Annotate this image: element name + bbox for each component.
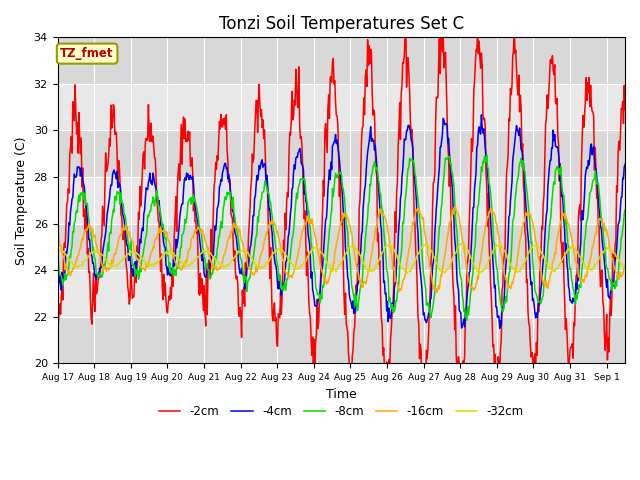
Text: TZ_fmet: TZ_fmet: [60, 47, 114, 60]
Legend: -2cm, -4cm, -8cm, -16cm, -32cm: -2cm, -4cm, -8cm, -16cm, -32cm: [154, 400, 528, 423]
-32cm: [54, 247, 61, 252]
-8cm: [483, 152, 491, 158]
-16cm: [452, 204, 460, 209]
-2cm: [56, 301, 63, 307]
-8cm: [56, 272, 63, 278]
-32cm: [458, 241, 465, 247]
-2cm: [317, 262, 325, 267]
-16cm: [54, 229, 61, 235]
Bar: [58, 317, 625, 363]
-32cm: [476, 270, 484, 276]
-32cm: [296, 265, 303, 271]
Line: -2cm: -2cm: [58, 18, 625, 405]
-32cm: [403, 270, 410, 276]
Line: -32cm: -32cm: [58, 244, 625, 273]
-32cm: [317, 250, 325, 255]
-4cm: [474, 128, 482, 133]
-32cm: [462, 246, 470, 252]
-8cm: [54, 257, 61, 263]
Bar: [58, 224, 625, 270]
-16cm: [621, 263, 629, 269]
-2cm: [476, 55, 484, 60]
Bar: [58, 177, 625, 224]
-4cm: [133, 259, 141, 265]
-8cm: [463, 317, 471, 323]
-4cm: [296, 146, 303, 152]
-32cm: [621, 265, 629, 271]
-8cm: [296, 180, 303, 186]
-2cm: [462, 317, 470, 323]
Line: -4cm: -4cm: [58, 115, 625, 328]
-16cm: [462, 259, 470, 265]
-16cm: [133, 257, 141, 263]
-8cm: [461, 306, 468, 312]
Line: -8cm: -8cm: [58, 155, 625, 320]
-4cm: [317, 275, 325, 281]
-32cm: [133, 250, 141, 256]
Bar: [58, 84, 625, 131]
-16cm: [476, 261, 484, 266]
-8cm: [476, 193, 483, 199]
-4cm: [621, 161, 629, 167]
-8cm: [621, 207, 629, 213]
-2cm: [347, 402, 355, 408]
-4cm: [461, 324, 468, 330]
Bar: [58, 37, 625, 84]
Y-axis label: Soil Temperature (C): Soil Temperature (C): [15, 136, 28, 264]
X-axis label: Time: Time: [326, 388, 356, 401]
-16cm: [433, 289, 441, 295]
-4cm: [496, 325, 504, 331]
-16cm: [317, 264, 325, 270]
-2cm: [133, 243, 141, 249]
-4cm: [56, 272, 63, 278]
Bar: [58, 270, 625, 317]
-8cm: [133, 271, 141, 276]
-32cm: [56, 248, 63, 254]
Bar: [58, 131, 625, 177]
-2cm: [402, 15, 410, 21]
-2cm: [296, 122, 303, 128]
Title: Tonzi Soil Temperatures Set C: Tonzi Soil Temperatures Set C: [219, 15, 464, 33]
Line: -16cm: -16cm: [58, 206, 625, 292]
-16cm: [56, 242, 63, 248]
-2cm: [54, 292, 61, 298]
-8cm: [317, 292, 325, 298]
-16cm: [296, 244, 303, 250]
-4cm: [54, 286, 61, 291]
-4cm: [477, 112, 485, 118]
-2cm: [621, 107, 629, 112]
